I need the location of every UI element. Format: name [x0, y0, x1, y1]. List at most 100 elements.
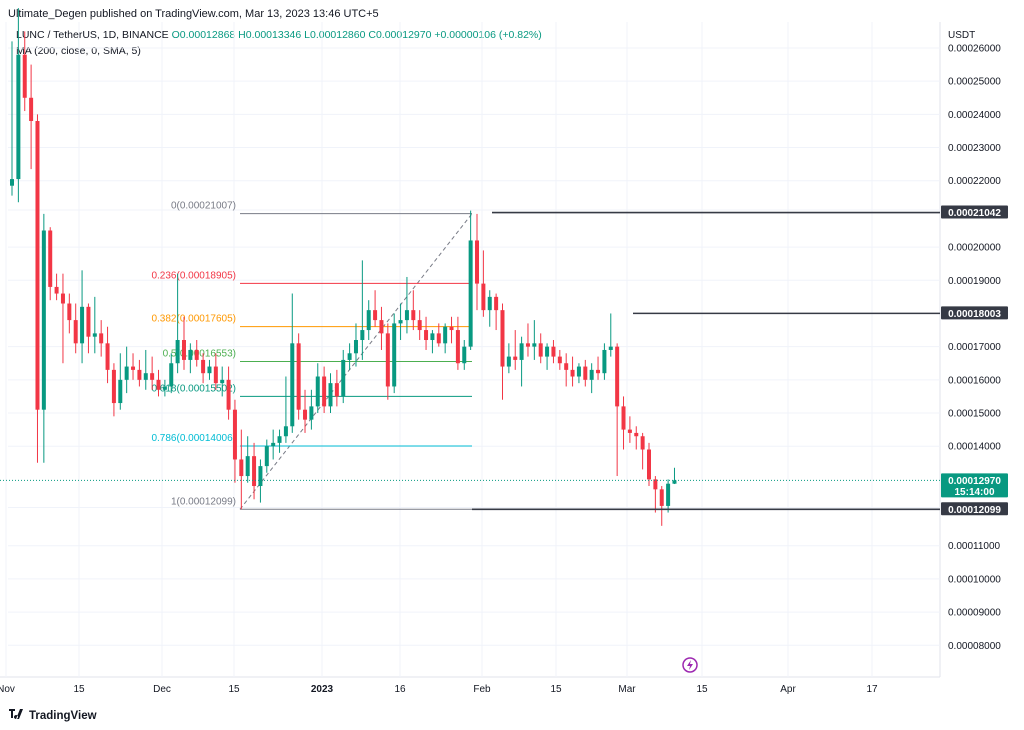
candle-body: [264, 446, 269, 467]
x-tick-label: 15: [550, 684, 562, 695]
publish-info: Ultimate_Degen published on TradingView.…: [8, 8, 379, 20]
price-tag: [941, 205, 1008, 219]
candle-body: [137, 369, 142, 380]
y-tick-label: 0.00008000: [948, 641, 1001, 652]
y-tick-label: 0.00025000: [948, 77, 1001, 88]
candle-body: [80, 306, 85, 344]
candle-body: [360, 330, 365, 341]
candle-body: [35, 121, 40, 410]
candle-body: [627, 429, 632, 433]
candle-body: [22, 54, 27, 98]
tradingview-logo[interactable]: TradingView: [9, 709, 97, 722]
candle-body: [283, 426, 288, 437]
symbol-name: LUNC / TetherUS, 1D, BINANCE: [16, 29, 169, 41]
candle-body: [366, 310, 371, 331]
y-tick-label: 0.00020000: [948, 243, 1001, 254]
x-tick-label: 15: [696, 684, 708, 695]
candle-body: [156, 379, 161, 390]
candle-body: [41, 230, 46, 410]
candles: [10, 8, 677, 526]
fib-level-label: 0(0.00021007): [171, 201, 236, 212]
y-tick-label: 0.00010000: [948, 574, 1001, 585]
candle-body: [564, 363, 569, 370]
candle-body: [328, 383, 333, 407]
x-tick-label: 2023: [311, 684, 334, 695]
y-tick-label: 0.00015000: [948, 409, 1001, 420]
candle-body: [494, 296, 499, 311]
candle-body: [232, 409, 237, 460]
candle-body: [105, 343, 110, 370]
candle-body: [411, 310, 416, 321]
candle-body: [258, 466, 263, 487]
candle-body: [602, 349, 607, 374]
candle-body: [252, 456, 257, 487]
candle-body: [194, 349, 199, 360]
candle-body: [54, 286, 59, 294]
candle-body: [519, 343, 524, 360]
price-axis: USDT 0.00026000 0.00025000 0.00024000 0.0002…: [948, 30, 1001, 652]
candle-body: [213, 366, 218, 384]
candle-body: [443, 326, 448, 344]
candle-body: [86, 306, 91, 337]
x-tick-label: Feb: [473, 684, 491, 695]
price-tag-label: 0.00021042: [948, 208, 1001, 219]
candle-body: [143, 373, 148, 380]
y-tick-label: 0.00023000: [948, 143, 1001, 154]
candle-body: [570, 369, 575, 377]
candle-body: [436, 333, 441, 344]
candle-body: [608, 346, 613, 350]
candle-body: [583, 366, 588, 380]
candle-body: [424, 330, 429, 341]
candle-body: [73, 320, 78, 344]
candle-body: [226, 379, 231, 410]
x-tick-label: Dec: [153, 684, 171, 695]
candle-body: [545, 346, 550, 357]
candle-body: [309, 406, 314, 420]
currency-label: USDT: [948, 30, 975, 41]
candle-body: [220, 379, 225, 384]
lightning-icon: [682, 657, 698, 673]
candle-body: [430, 333, 435, 341]
candle-body: [111, 369, 116, 404]
fib-level-label: 0.618(0.00015502): [151, 383, 236, 394]
candle-body: [506, 356, 511, 367]
x-tick-label: 15: [228, 684, 240, 695]
candle-body: [118, 379, 123, 404]
candle-body: [475, 240, 480, 284]
candle-body: [162, 386, 167, 390]
candle-body: [188, 349, 193, 360]
footer-brand: TradingView: [29, 710, 97, 722]
candle-body: [468, 240, 473, 347]
candle-body: [647, 449, 651, 480]
candle-body: [500, 310, 505, 367]
y-tick-label: 0.00026000: [948, 44, 1001, 55]
x-tick-label: Apr: [780, 684, 796, 695]
candle-body: [296, 343, 301, 410]
candle-body: [67, 303, 72, 321]
fib-level-label: 0.5(0.00016553): [163, 348, 236, 359]
fib-level-label: 0.236(0.00018905): [151, 270, 236, 281]
symbol-legend: LUNC / TetherUS, 1D, BINANCE O0.00012868…: [16, 29, 542, 41]
candle-body: [666, 483, 671, 506]
candle-body: [245, 456, 250, 477]
last-price-tag: [941, 473, 1008, 498]
y-tick-label: 0.00016000: [948, 375, 1001, 386]
candle-body: [207, 366, 212, 374]
candle-body: [404, 310, 409, 321]
chart-grid: [0, 22, 941, 678]
price-tag: [941, 306, 1008, 320]
ohlc-values: O0.00012868 H0.00013346 L0.00012860 C0.0…: [171, 29, 542, 41]
candle-body: [99, 333, 104, 344]
candle-body: [353, 340, 358, 354]
time-axis: Nov 15 Dec 15 2023 16 Feb 15 Mar 15 Apr 17: [0, 684, 878, 695]
candle-body: [48, 230, 53, 287]
candle-body: [615, 346, 620, 407]
candle-body: [672, 480, 677, 484]
price-tag: [941, 502, 1008, 516]
candle-body: [621, 406, 626, 430]
candle-body: [385, 333, 390, 387]
candle-body: [29, 97, 34, 122]
countdown-label: 15:14:00: [954, 487, 994, 498]
